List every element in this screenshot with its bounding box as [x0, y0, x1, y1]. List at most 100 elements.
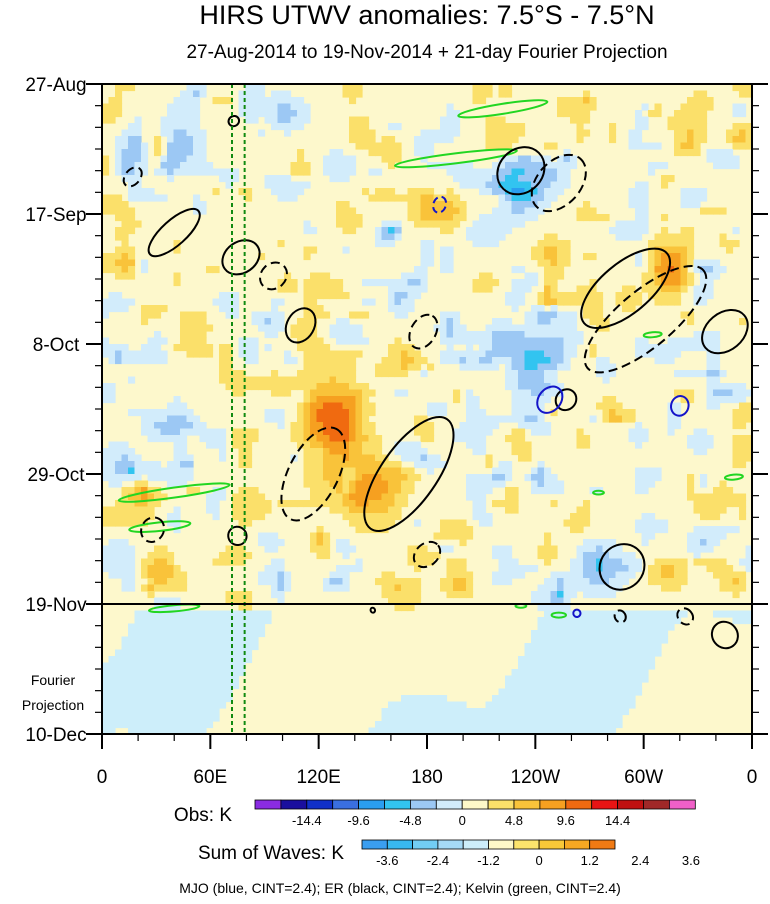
- heat-cell: [187, 734, 194, 741]
- heat-cell: [654, 298, 662, 306]
- heat-cell: [537, 474, 545, 482]
- heat-cell: [570, 669, 578, 677]
- heat-cell: [180, 110, 188, 118]
- heat-cell: [628, 409, 636, 417]
- heat-cell: [212, 298, 220, 306]
- heat-cell: [557, 97, 565, 105]
- heat-cell: [102, 110, 110, 118]
- heat-cell: [641, 662, 649, 670]
- heat-cell: [427, 454, 435, 462]
- heat-cell: [336, 539, 344, 547]
- heat-cell: [589, 292, 597, 300]
- heat-cell: [576, 110, 584, 118]
- heat-cell: [563, 695, 571, 703]
- y-tick-label: 10-Dec: [25, 725, 86, 746]
- heat-cell: [225, 675, 233, 683]
- heat-cell: [251, 617, 259, 625]
- heat-cell: [160, 688, 168, 696]
- heat-cell: [557, 350, 565, 358]
- heat-cell: [342, 545, 350, 553]
- heat-cell: [245, 441, 253, 449]
- heat-cell: [641, 201, 649, 209]
- heat-cell: [160, 415, 168, 423]
- heat-cell: [193, 318, 201, 326]
- heat-cell: [336, 324, 344, 332]
- heat-cell: [160, 617, 168, 625]
- heat-cell: [466, 357, 474, 365]
- heat-cell: [544, 162, 552, 170]
- heat-cell: [576, 298, 584, 306]
- heat-cell: [596, 662, 604, 670]
- heat-cell: [459, 201, 467, 209]
- heat-cell: [498, 201, 506, 209]
- heat-cell: [323, 272, 331, 280]
- heat-cell: [622, 682, 630, 690]
- heat-cell: [355, 558, 363, 566]
- heat-cell: [570, 675, 578, 683]
- heat-cell: [394, 591, 402, 599]
- heat-cell: [667, 422, 675, 430]
- heat-cell: [238, 552, 246, 560]
- heat-cell: [186, 103, 194, 111]
- heat-cell: [258, 617, 266, 625]
- heat-cell: [115, 519, 123, 527]
- heat-cell: [427, 734, 434, 741]
- heat-cell: [498, 578, 506, 586]
- heat-cell: [121, 142, 129, 150]
- heat-cell: [128, 214, 136, 222]
- heat-cell: [576, 129, 584, 137]
- heat-cell: [310, 331, 318, 339]
- heat-cell: [564, 734, 571, 741]
- heat-cell: [349, 331, 357, 339]
- heat-cell: [615, 409, 623, 417]
- heat-cell: [414, 194, 422, 202]
- heat-cell: [453, 324, 461, 332]
- heat-cell: [388, 350, 396, 358]
- heat-cell: [706, 545, 714, 553]
- heat-cell: [160, 545, 168, 553]
- heat-cell: [505, 155, 513, 163]
- heat-cell: [199, 428, 207, 436]
- heat-cell: [602, 708, 610, 716]
- heat-cell: [167, 695, 175, 703]
- heat-cell: [661, 617, 669, 625]
- heat-cell: [349, 545, 357, 553]
- heat-cell: [693, 97, 701, 105]
- heat-cell: [342, 409, 350, 417]
- heat-cell: [583, 116, 591, 124]
- heat-cell: [342, 552, 350, 560]
- heat-cell: [394, 220, 402, 228]
- heat-cell: [134, 617, 142, 625]
- heat-cell: [258, 129, 266, 137]
- heat-cell: [121, 571, 129, 579]
- heat-cell: [563, 298, 571, 306]
- heat-cell: [492, 474, 500, 482]
- heat-cell: [570, 350, 578, 358]
- heat-cell: [726, 493, 734, 501]
- heat-cell: [128, 701, 136, 709]
- heat-cell: [420, 448, 428, 456]
- heat-cell: [394, 123, 402, 131]
- heat-cell: [173, 675, 181, 683]
- heat-cell: [427, 194, 435, 202]
- heat-cell: [180, 571, 188, 579]
- heat-cell: [128, 714, 136, 722]
- heat-cell: [602, 662, 610, 670]
- heat-cell: [550, 194, 558, 202]
- heat-cell: [479, 734, 486, 741]
- heat-cell: [479, 519, 487, 527]
- heat-cell: [264, 331, 272, 339]
- heat-cell: [576, 623, 584, 631]
- heat-cell: [225, 383, 233, 391]
- heat-cell: [323, 344, 331, 352]
- heat-cell: [544, 643, 552, 651]
- heat-cell: [485, 181, 493, 189]
- heat-cell: [739, 129, 747, 137]
- heat-cell: [193, 422, 201, 430]
- heat-cell: [342, 376, 350, 384]
- heat-cell: [700, 337, 708, 345]
- heat-cell: [726, 162, 734, 170]
- heat-cell: [277, 597, 285, 605]
- heat-cell: [732, 142, 740, 150]
- heat-cell: [641, 480, 649, 488]
